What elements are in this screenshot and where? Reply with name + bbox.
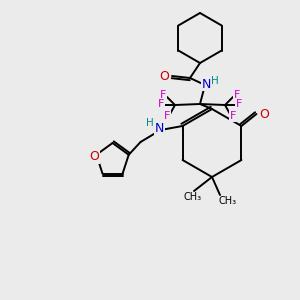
Text: F: F xyxy=(164,111,170,121)
Text: N: N xyxy=(201,77,211,91)
Text: CH₃: CH₃ xyxy=(184,192,202,202)
Text: F: F xyxy=(158,99,164,109)
Text: H: H xyxy=(211,76,219,86)
Text: F: F xyxy=(160,90,166,100)
Text: F: F xyxy=(230,111,236,121)
Text: O: O xyxy=(260,107,269,121)
Text: N: N xyxy=(155,122,164,134)
Text: O: O xyxy=(159,70,169,83)
Text: F: F xyxy=(236,99,242,109)
Text: H: H xyxy=(146,118,153,128)
Text: O: O xyxy=(89,150,99,163)
Text: F: F xyxy=(234,90,240,100)
Text: CH₃: CH₃ xyxy=(219,196,237,206)
